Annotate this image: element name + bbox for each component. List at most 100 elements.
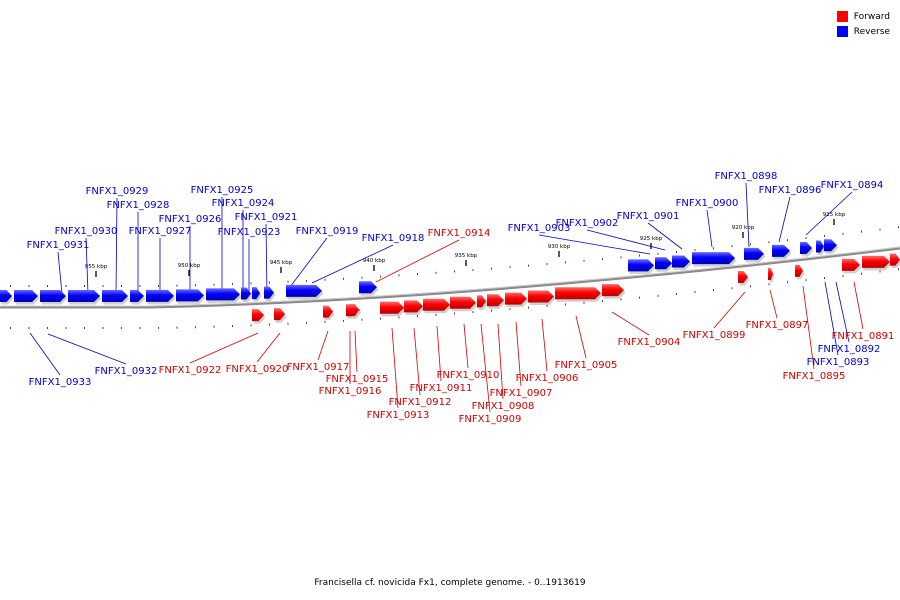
gene-leader-line (480, 323, 491, 413)
minor-tick (361, 318, 363, 321)
minor-tick (491, 309, 492, 312)
gene-leader-line (391, 327, 399, 409)
axis-tick-label: 955 kbp (85, 264, 108, 270)
gene-arrow (380, 301, 404, 314)
minor-tick (861, 230, 862, 233)
gene-leader-line (29, 332, 61, 376)
minor-tick (102, 285, 104, 287)
gene-arrow (842, 258, 860, 271)
gene-leader-line (311, 244, 394, 284)
gene-label: FNFX1_0917 (287, 362, 350, 373)
genome-caption: Francisella cf. novicida Fx1, complete g… (314, 578, 586, 588)
gene-leader-line (515, 321, 522, 387)
gene-label: FNFX1_0933 (29, 377, 92, 388)
minor-tick (10, 285, 11, 287)
gene-arrow (40, 290, 66, 302)
gene-label: FNFX1_0932 (95, 366, 158, 377)
gene-label: FNFX1_0892 (818, 344, 881, 355)
gene-leader-lines (29, 182, 864, 413)
minor-tick (639, 254, 640, 257)
gene-label: FNFX1_0926 (159, 214, 222, 225)
gene-leader-line (317, 330, 329, 361)
minor-tick (824, 277, 825, 280)
minor-tick (602, 300, 603, 303)
legend-forward-label: Forward (853, 11, 890, 22)
gene-arrow (528, 290, 554, 303)
gene-label: FNFX1_0895 (783, 371, 846, 382)
gene-label: FNFX1_0929 (86, 186, 149, 197)
gene-leader-line (611, 311, 650, 336)
gene-arrow (816, 240, 824, 253)
gene-leader-line (853, 281, 864, 330)
gene-leader-line (497, 323, 504, 400)
gene-leader-line (57, 251, 63, 295)
gene-arrow (772, 244, 790, 257)
gene-arrow (800, 242, 812, 255)
gene-leader-line (413, 327, 421, 396)
minor-tick (435, 271, 437, 274)
gene-label: FNFX1_0918 (362, 233, 425, 244)
gene-label: FNFX1_0894 (821, 180, 884, 191)
gene-arrow (241, 287, 251, 300)
gene-label: FNFX1_0911 (410, 383, 473, 394)
gene-arrow (423, 298, 450, 311)
gene-label: FNFX1_0931 (27, 240, 90, 251)
minor-tick (546, 305, 548, 308)
minor-tick (805, 237, 807, 240)
gene-label: FNFX1_0905 (555, 360, 618, 371)
minor-tick (694, 249, 696, 252)
gene-arrow (738, 271, 748, 284)
minor-tick (657, 252, 659, 255)
minor-tick (472, 269, 474, 272)
gene-label: FNFX1_0896 (759, 185, 822, 196)
gene-leader-line (586, 229, 666, 251)
gene-leader-line (538, 234, 651, 255)
minor-tick (121, 327, 122, 329)
minor-tick (306, 321, 307, 324)
gene-label: FNFX1_0920 (226, 364, 289, 375)
minor-tick (380, 275, 381, 278)
gene-leader-line (541, 318, 548, 372)
gene-label: FNFX1_0902 (556, 218, 619, 229)
gene-label: FNFX1_0913 (367, 410, 430, 421)
gene-arrow (744, 247, 764, 260)
gene-leader-line (256, 332, 281, 363)
minor-tick (750, 285, 751, 288)
minor-tick (620, 256, 622, 259)
minor-tick (898, 268, 899, 271)
gene-arrow (264, 286, 274, 299)
gene-label: FNFX1_0899 (683, 330, 746, 341)
gene-label: FNFX1_0925 (191, 185, 254, 196)
gene-leader-line (647, 222, 683, 250)
gene-arrow (824, 239, 837, 252)
minor-tick (454, 312, 455, 315)
gene-leader-line (375, 239, 460, 283)
minor-tick (787, 281, 788, 284)
minor-tick (28, 285, 30, 287)
axis-tick-label: 940 kbp (363, 258, 386, 264)
gene-arrow (14, 290, 38, 302)
minor-tick (583, 301, 585, 304)
minor-tick (657, 294, 659, 297)
axis-ticks: 955 kbp 950 kbp 945 kbp 940 kbp 935 kbp 930 k… (10, 212, 899, 329)
legend-forward: Forward (836, 9, 890, 24)
gene-leader-line (463, 323, 469, 369)
axis-tick-label: 945 kbp (270, 260, 293, 266)
minor-tick (417, 315, 418, 318)
minor-tick (861, 272, 862, 275)
gene-label: FNFX1_0891 (832, 331, 895, 342)
minor-tick (47, 285, 48, 287)
gene-leader-line (745, 182, 750, 248)
minor-tick (768, 283, 770, 286)
gene-arrow (862, 255, 890, 268)
gene-label: FNFX1_0914 (428, 228, 491, 239)
gene-label: FNFX1_0916 (319, 386, 382, 397)
gene-label: FNFX1_0921 (235, 212, 298, 223)
minor-tick (139, 285, 141, 287)
minor-tick (269, 281, 270, 284)
gene-arrow (505, 292, 527, 305)
gene-arrow (487, 294, 504, 307)
gene-label: FNFX1_0927 (129, 226, 192, 237)
